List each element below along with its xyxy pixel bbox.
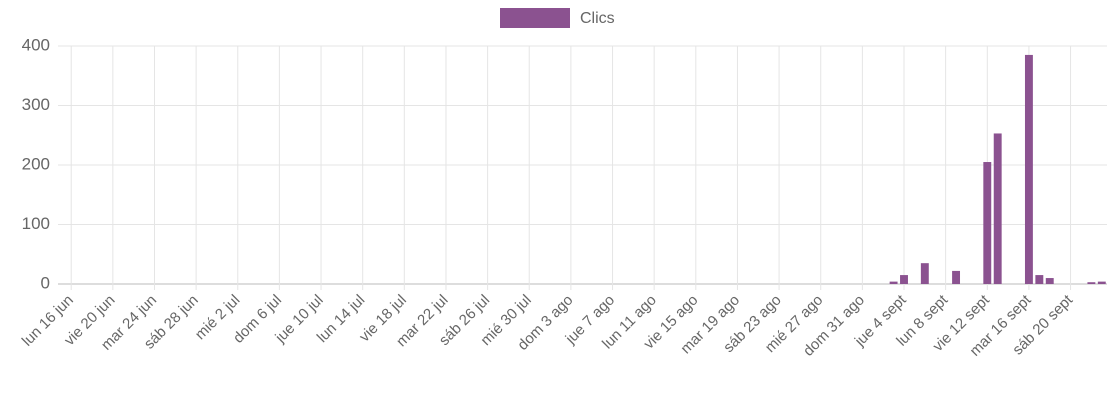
bar bbox=[900, 275, 908, 284]
legend-swatch bbox=[500, 8, 570, 28]
bar bbox=[920, 263, 929, 284]
y-tick-label: 0 bbox=[41, 273, 50, 292]
bar bbox=[952, 270, 961, 284]
y-tick-label: 200 bbox=[22, 154, 50, 173]
y-tick-label: 100 bbox=[22, 214, 50, 233]
bar bbox=[889, 281, 898, 284]
bar bbox=[1097, 281, 1106, 284]
bar bbox=[1087, 282, 1096, 284]
bar bbox=[983, 162, 992, 284]
y-tick-label: 400 bbox=[22, 35, 50, 54]
bar bbox=[1045, 278, 1054, 284]
bar bbox=[993, 133, 1002, 284]
bar bbox=[1024, 54, 1033, 284]
bar bbox=[1035, 275, 1044, 284]
y-tick-label: 300 bbox=[22, 95, 50, 114]
legend-label: Clics bbox=[580, 10, 615, 27]
